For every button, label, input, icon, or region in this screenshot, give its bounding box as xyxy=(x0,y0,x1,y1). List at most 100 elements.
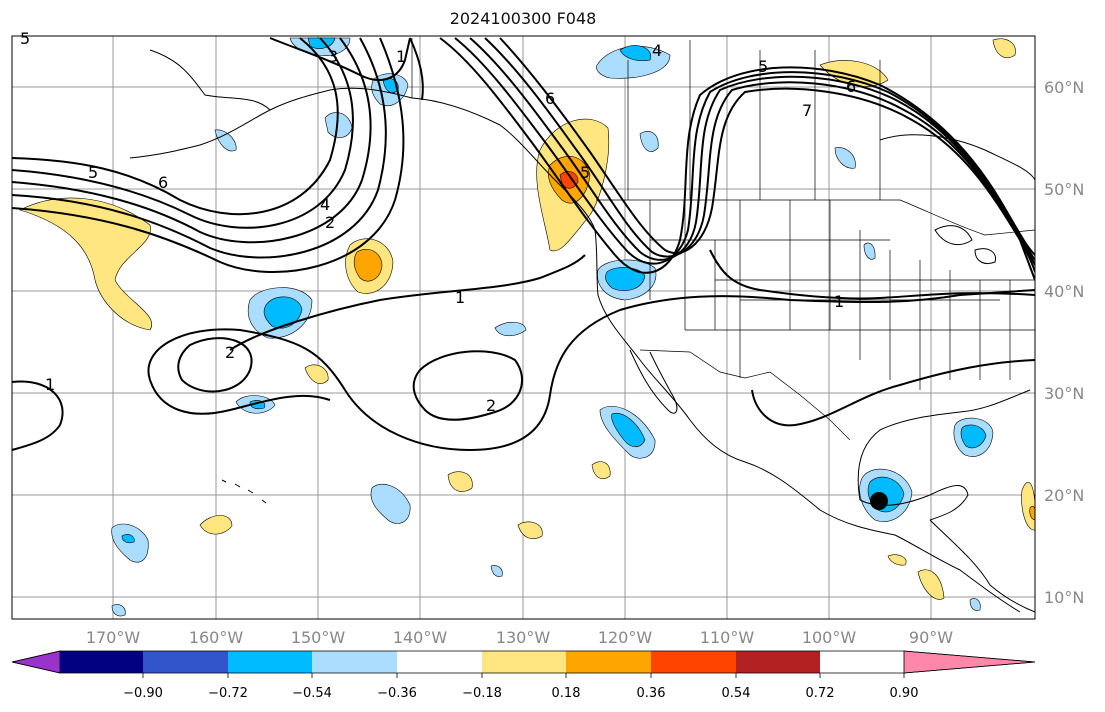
contour xyxy=(751,359,1035,427)
anomaly-positive xyxy=(447,471,473,492)
anomaly-positive xyxy=(591,461,611,479)
longitude-label: 140°W xyxy=(393,628,448,647)
hudson-bay-coast xyxy=(879,134,1035,181)
anomaly-negative xyxy=(121,534,135,544)
anomaly-negative xyxy=(834,147,856,169)
anomaly-negative xyxy=(370,484,411,524)
contour-label: 5 xyxy=(758,57,768,76)
contour xyxy=(454,37,1035,265)
us-canada-border xyxy=(596,199,1035,236)
anomaly-negative xyxy=(490,565,503,577)
alaska-coast xyxy=(129,49,413,159)
great-lakes xyxy=(934,225,997,264)
contour-label: 2 xyxy=(225,343,235,362)
colorbar-tick-label: −0.36 xyxy=(377,686,417,701)
contour xyxy=(484,37,1035,273)
colorbar-extend-max xyxy=(903,650,1036,674)
shaded-anomalies xyxy=(19,37,1035,617)
colorbar-segment xyxy=(736,651,820,673)
colorbar-tick-label: 0.90 xyxy=(890,686,919,701)
map-frame xyxy=(11,35,1036,620)
latitude-label: 30°N xyxy=(1044,384,1084,403)
colorbar-segment xyxy=(397,651,482,673)
contour-labels: 3 1 4 5 6 7 6 5 4 2 5 6 1 2 2 1 1 5 xyxy=(20,29,856,415)
colorbar-outline xyxy=(11,650,1036,674)
anomaly-negative xyxy=(605,267,646,291)
anomaly-positive xyxy=(304,364,329,384)
hawaii-islands xyxy=(221,479,267,504)
contour xyxy=(499,37,1035,281)
canada-province-lines xyxy=(627,40,881,200)
latitude-label: 50°N xyxy=(1044,180,1084,199)
colorbar-segment xyxy=(566,651,651,673)
contour xyxy=(147,289,1035,452)
anomaly-positive xyxy=(992,38,1016,59)
longitude-labels: 170°W 160°W 150°W 140°W 130°W 120°W 110°W 100°W… xyxy=(86,628,953,647)
colorbar-tick-label: 0.54 xyxy=(722,686,751,701)
colorbar-segment xyxy=(60,651,143,673)
longitude-label: 110°W xyxy=(700,628,755,647)
contour-label: 6 xyxy=(545,89,555,108)
contour-label: 2 xyxy=(325,213,335,232)
contour-label: 1 xyxy=(455,288,465,307)
colorbar-tick-label: −0.90 xyxy=(123,686,163,701)
contour-label: 5 xyxy=(580,163,590,182)
colorbar-segment xyxy=(312,651,397,673)
anomaly-negative xyxy=(214,129,237,152)
anomaly-negative xyxy=(969,598,981,611)
contour-label: 5 xyxy=(20,29,30,48)
latitude-labels: 60°N 50°N 40°N 30°N 20°N 10°N xyxy=(1044,78,1084,607)
latitude-label: 40°N xyxy=(1044,282,1084,301)
contour xyxy=(269,37,411,81)
contour-label: 1 xyxy=(45,375,55,394)
contour xyxy=(149,379,331,415)
anomaly-positive xyxy=(1029,505,1035,521)
contour xyxy=(709,249,1035,300)
longitude-label: 90°W xyxy=(909,628,953,647)
contour xyxy=(12,37,354,229)
colorbar-tick-label: −0.54 xyxy=(292,686,332,701)
longitude-label: 150°W xyxy=(291,628,346,647)
longitude-label: 100°W xyxy=(802,628,857,647)
colorbar-segment xyxy=(651,651,736,673)
anomaly-negative xyxy=(263,296,303,329)
contour-label: 5 xyxy=(88,163,98,182)
contour xyxy=(12,37,339,216)
contour xyxy=(12,37,405,273)
colorbar-tick-labels: −0.90 −0.72 −0.54 −0.36 −0.18 0.18 0.36 0.54 0.7… xyxy=(123,673,918,701)
longitude-label: 170°W xyxy=(86,628,141,647)
central-america-coast xyxy=(929,519,1035,613)
colorbar-tick-label: 0.36 xyxy=(637,686,666,701)
contour xyxy=(439,37,1035,274)
contour-label: 6 xyxy=(846,77,856,96)
contour-lines xyxy=(12,37,1035,452)
latitude-label: 20°N xyxy=(1044,486,1084,505)
storm-marker-icon xyxy=(870,492,888,510)
contour-label: 6 xyxy=(158,173,168,192)
anomaly-negative xyxy=(863,242,876,260)
longitude-label: 120°W xyxy=(598,628,653,647)
anomaly-negative xyxy=(111,604,126,617)
baja-coast xyxy=(629,349,678,414)
colorbar-segment xyxy=(228,651,312,673)
colorbar-tick-label: 0.18 xyxy=(552,686,581,701)
latitude-label: 60°N xyxy=(1044,78,1084,97)
anomaly-negative xyxy=(639,131,659,152)
north-america-coast xyxy=(411,97,1021,613)
anomaly-negative xyxy=(611,412,646,448)
anomaly-positive xyxy=(199,515,233,535)
colorbar-extend-min xyxy=(11,650,61,674)
contour-label: 2 xyxy=(486,396,496,415)
anomaly-positive xyxy=(917,569,945,600)
contour-label: 1 xyxy=(396,47,406,66)
colorbar-tick-label: 0.72 xyxy=(806,686,835,701)
anomaly-positive xyxy=(887,554,907,566)
contour-label: 4 xyxy=(320,195,330,214)
anomaly-positive xyxy=(353,248,383,282)
colorbar-tick-label: −0.72 xyxy=(208,686,248,701)
coastlines xyxy=(129,49,1035,613)
contour xyxy=(177,337,253,393)
colorbar-segment xyxy=(482,651,566,673)
latitude-label: 10°N xyxy=(1044,588,1084,607)
